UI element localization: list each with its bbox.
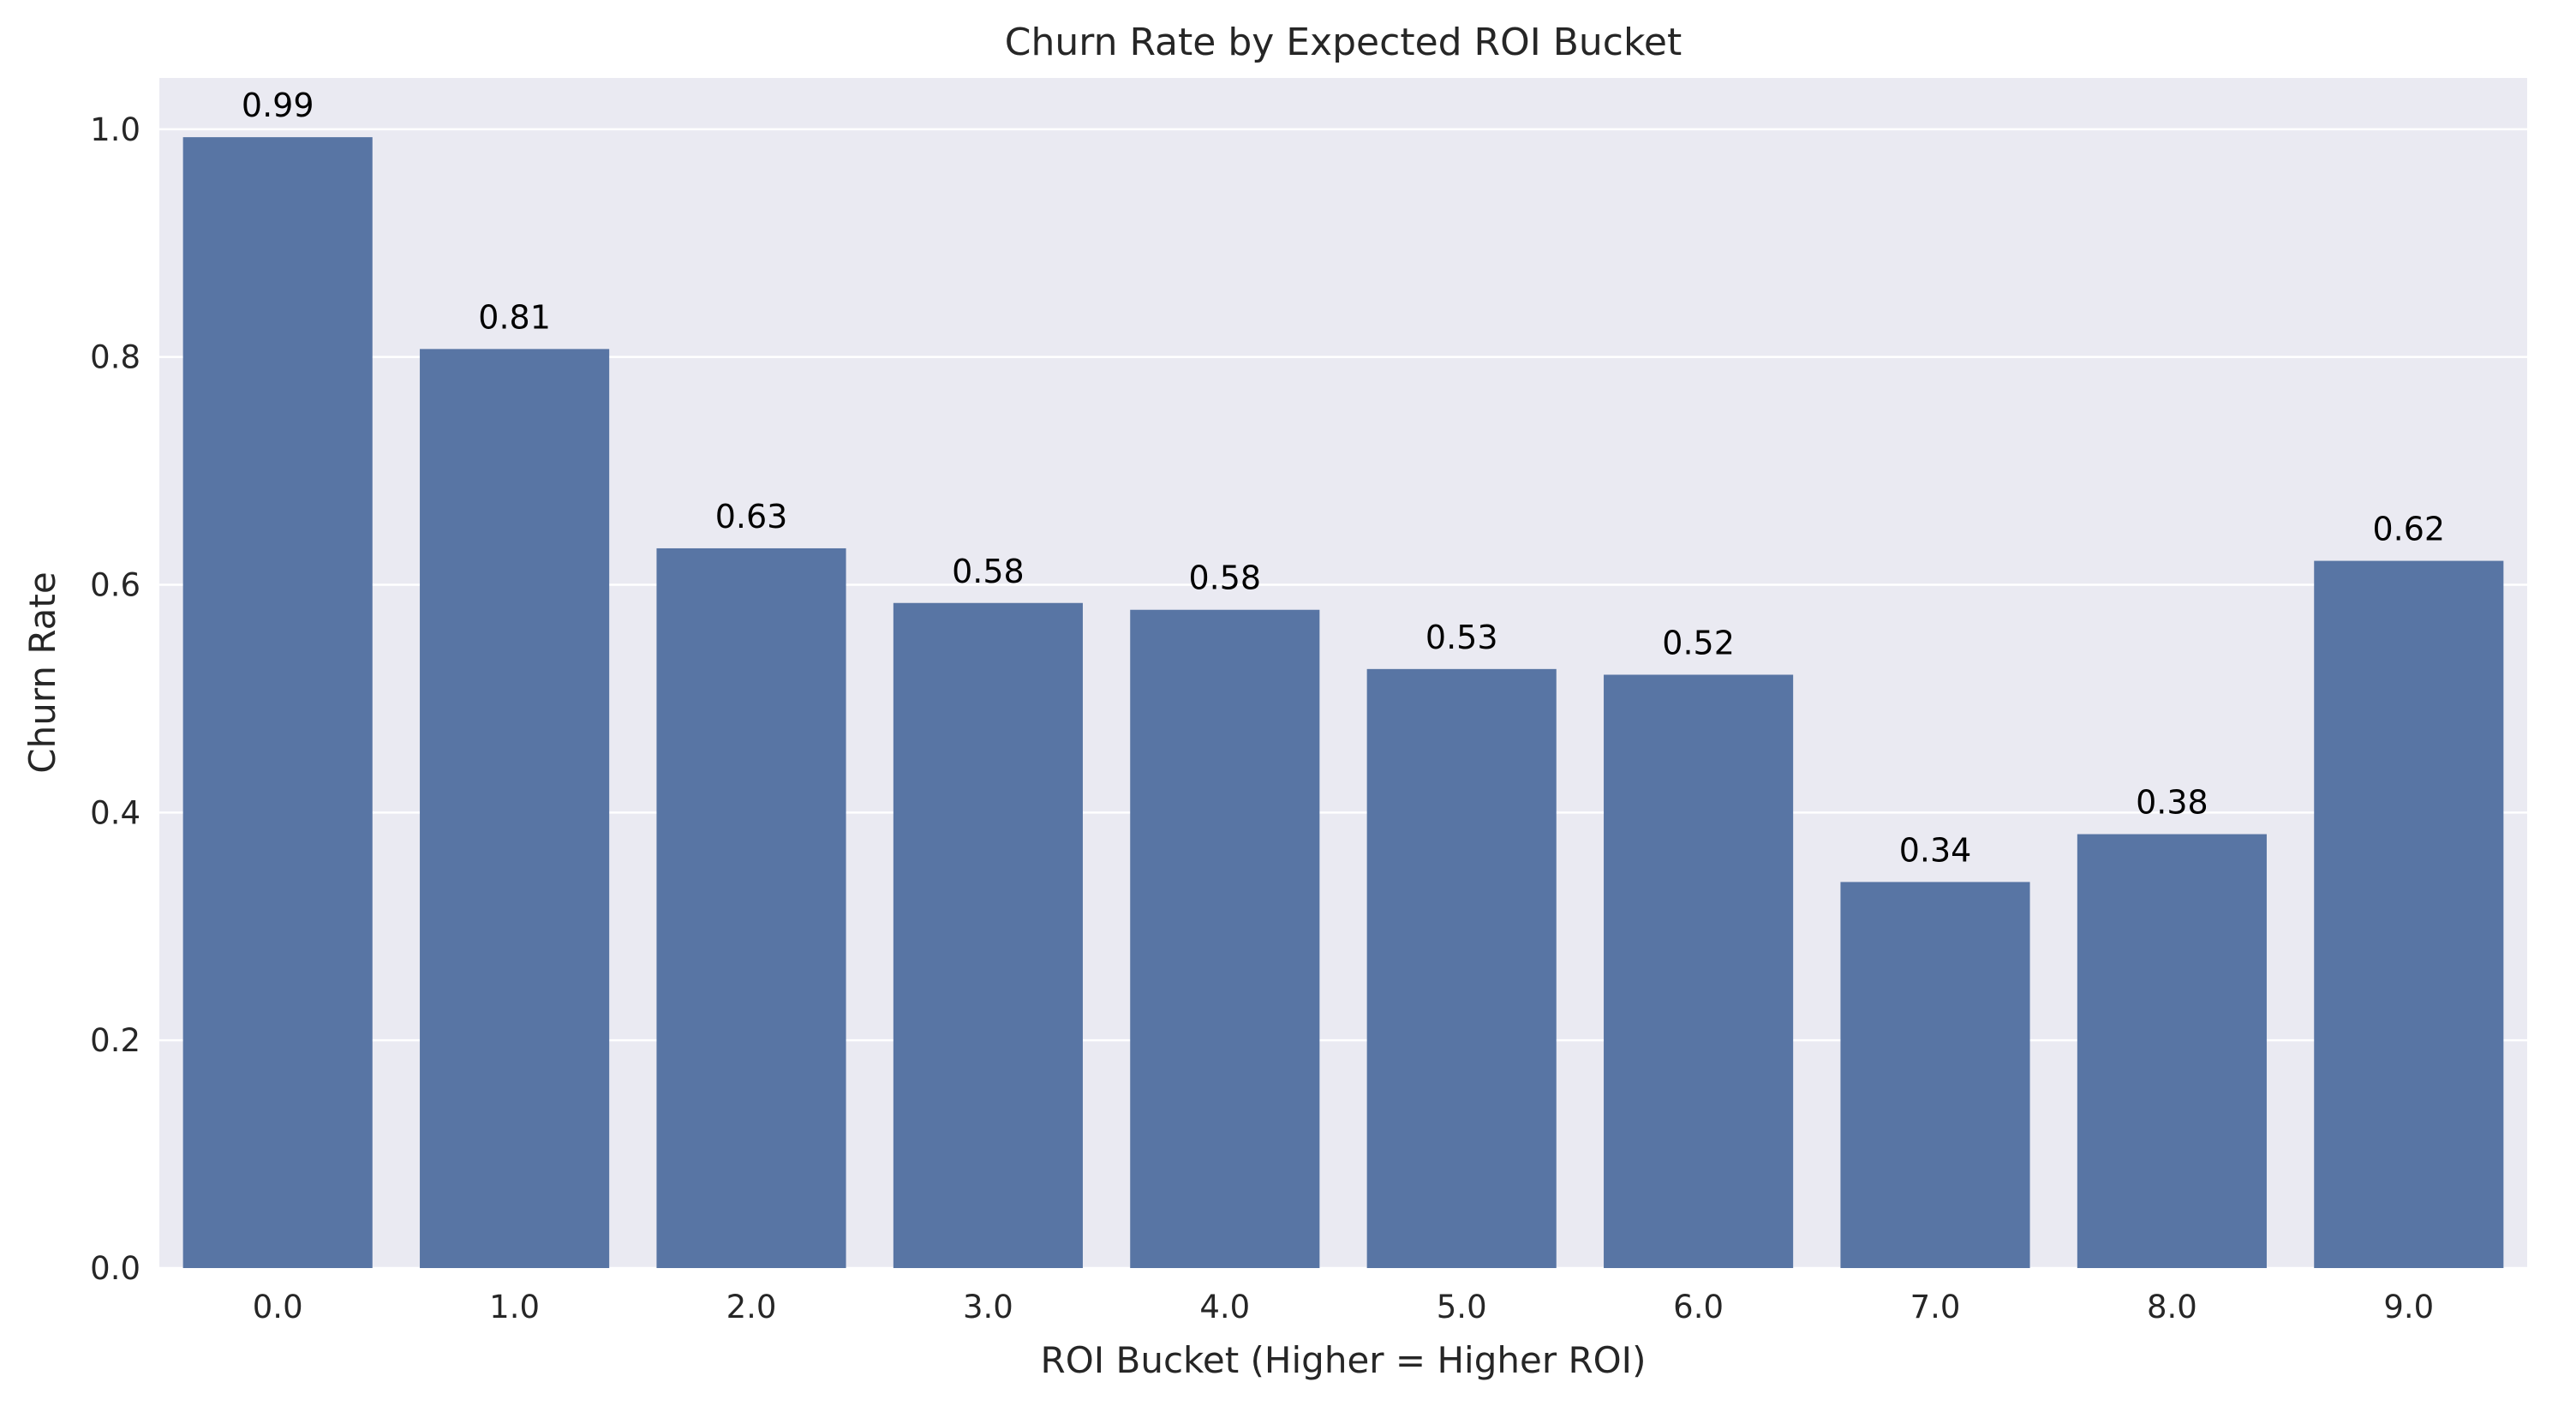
bar [420, 349, 610, 1268]
y-tick-label: 0.8 [90, 339, 140, 376]
y-axis-label: Churn Rate [21, 571, 63, 773]
bar-value-label: 0.34 [1899, 831, 1972, 869]
bar-value-label: 0.81 [478, 298, 551, 336]
x-tick-label: 8.0 [2147, 1289, 2197, 1325]
bar [1604, 674, 1794, 1268]
bars [182, 137, 2504, 1269]
bar-value-label: 0.99 [242, 87, 314, 124]
bar [182, 137, 373, 1269]
x-tick-label: 2.0 [726, 1289, 777, 1325]
bar-value-label: 0.52 [1662, 624, 1735, 661]
y-axis-ticks: 0.0 0.2 0.4 0.6 0.8 1.0 [90, 111, 140, 1287]
bar [1130, 609, 1320, 1268]
x-tick-label: 1.0 [489, 1289, 540, 1325]
y-tick-label: 0.0 [90, 1250, 140, 1287]
y-tick-label: 0.6 [90, 566, 140, 603]
x-axis-ticks: 0.0 1.0 2.0 3.0 4.0 5.0 6.0 7.0 8.0 9.0 [253, 1289, 2434, 1325]
x-tick-label: 7.0 [1910, 1289, 1961, 1325]
x-tick-label: 0.0 [253, 1289, 303, 1325]
bar-value-label: 0.62 [2372, 511, 2445, 548]
bar [893, 602, 1083, 1268]
x-tick-label: 9.0 [2383, 1289, 2434, 1325]
y-tick-label: 0.2 [90, 1022, 140, 1059]
bar [2077, 834, 2267, 1268]
bar-value-label: 0.58 [1188, 559, 1261, 597]
chart-title: Churn Rate by Expected ROI Bucket [1005, 21, 1682, 64]
y-tick-label: 0.4 [90, 794, 140, 831]
data-labels: 0.99 0.81 0.63 0.58 0.58 0.53 0.52 0.34 0.38 0.62 [242, 87, 2445, 869]
y-tick-label: 1.0 [90, 111, 140, 148]
bar-value-label: 0.38 [2136, 784, 2208, 822]
x-tick-label: 5.0 [1437, 1289, 1487, 1325]
bar-value-label: 0.53 [1425, 619, 1498, 656]
bar [1366, 668, 1557, 1268]
x-tick-label: 4.0 [1199, 1289, 1250, 1325]
x-axis-label: ROI Bucket (Higher = Higher ROI) [1041, 1339, 1647, 1381]
bar [1840, 882, 2030, 1268]
x-tick-label: 3.0 [963, 1289, 1013, 1325]
bar-value-label: 0.58 [952, 553, 1025, 590]
bar-value-label: 0.63 [715, 498, 788, 535]
x-tick-label: 6.0 [1673, 1289, 1724, 1325]
bar [2314, 560, 2504, 1268]
bar [656, 547, 846, 1268]
